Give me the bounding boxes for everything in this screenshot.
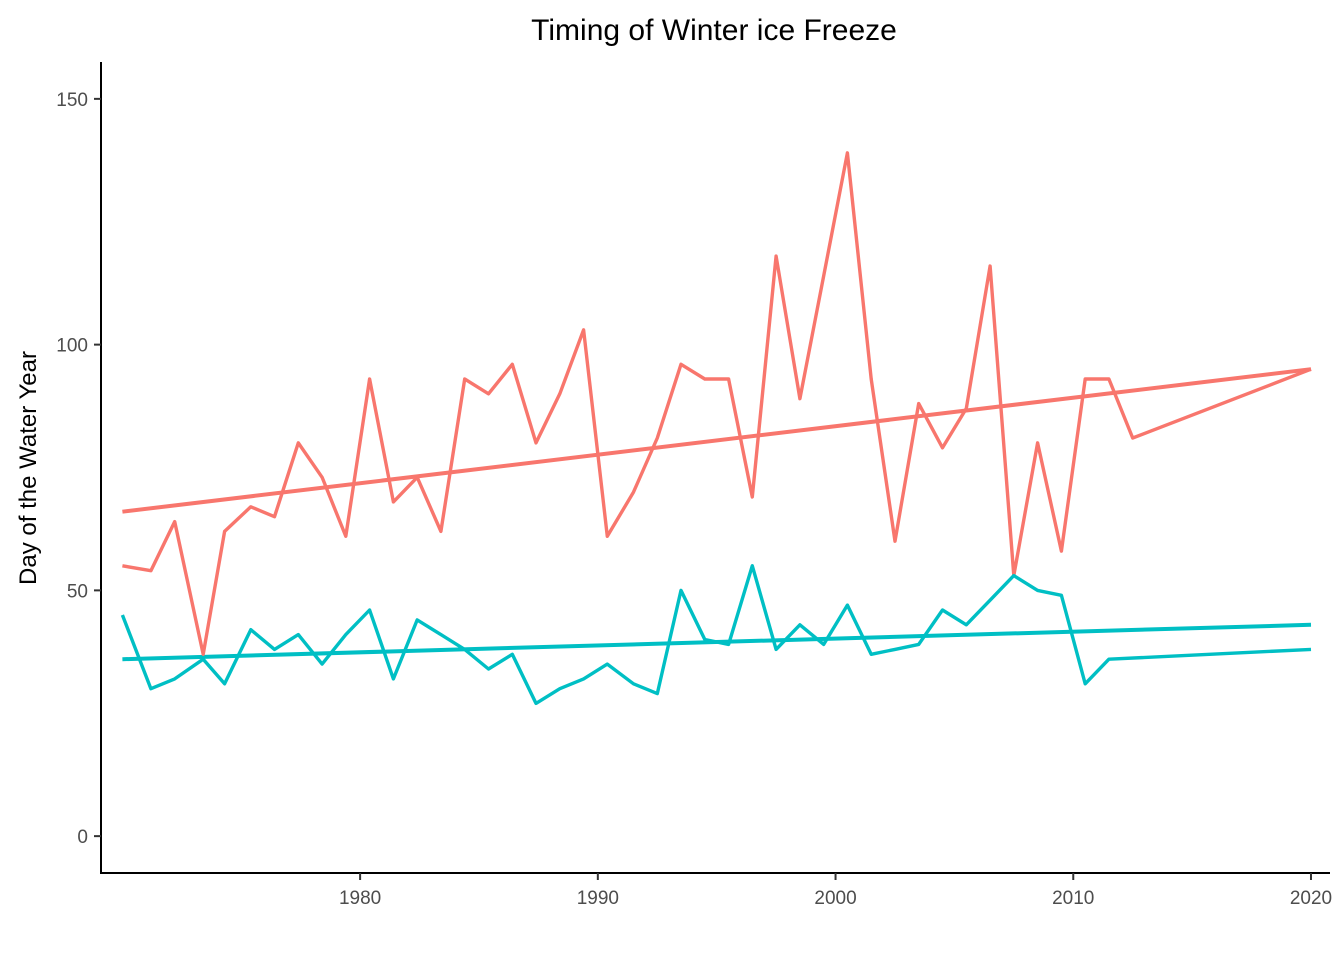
x-tick-label: 2020 — [1290, 888, 1332, 909]
x-tick-label: 2010 — [1052, 888, 1094, 909]
y-tick-label: 100 — [56, 336, 88, 357]
series-line-red — [122, 151, 1312, 656]
y-tick-label: 0 — [77, 827, 88, 848]
series-line-cyan — [120, 564, 1312, 706]
y-ticks: 0 50 100 150 — [56, 90, 101, 848]
x-tick-label: 1990 — [577, 888, 619, 909]
y-axis-label: Day of the Water Year — [15, 351, 42, 585]
x-tick-label: 1980 — [339, 888, 381, 909]
y-tick-label: 150 — [56, 90, 88, 111]
plot-lines — [120, 151, 1312, 706]
trend-line-red — [122, 367, 1312, 514]
x-tick-label: 2000 — [814, 888, 856, 909]
y-tick-label: 50 — [67, 581, 88, 602]
chart-title: Timing of Winter ice Freeze — [531, 14, 897, 47]
axes — [100, 62, 1330, 874]
x-ticks: 1980 1990 2000 2010 2020 — [339, 873, 1332, 909]
